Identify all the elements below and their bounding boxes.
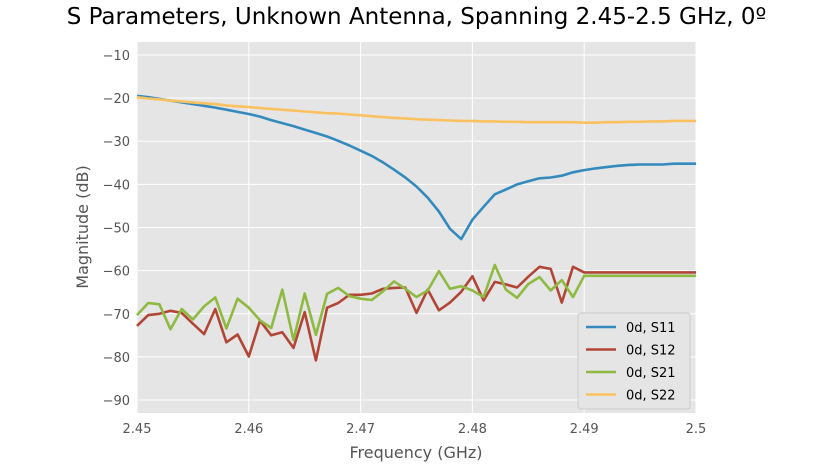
legend-label: 0d, S11 <box>626 321 676 336</box>
grid-lines <box>136 42 697 413</box>
x-tick-label: 2.45 <box>123 422 152 437</box>
y-tick-label: −40 <box>103 178 130 193</box>
series-lines <box>136 94 696 362</box>
y-tick-label: −60 <box>103 265 130 280</box>
y-tick-label: −20 <box>103 92 130 107</box>
y-tick-label: −10 <box>103 49 130 64</box>
y-tick-label: −50 <box>103 222 130 237</box>
x-axis-label: Frequency (GHz) <box>349 443 482 462</box>
x-tick-label: 2.5 <box>686 422 707 437</box>
series-line <box>136 263 696 342</box>
legend: 0d, S11 0d, S12 0d, S21 0d, S22 <box>577 312 691 410</box>
y-tick-label: −80 <box>103 351 130 366</box>
legend-label: 0d, S21 <box>626 366 676 381</box>
x-tick-label: 2.49 <box>570 422 599 437</box>
x-tick-label: 2.46 <box>234 422 263 437</box>
x-tick-label: 2.47 <box>346 422 375 437</box>
legend-label: 0d, S12 <box>626 344 676 359</box>
x-axis-ticks: 2.45 2.46 2.47 2.48 2.49 2.5 <box>123 422 707 437</box>
x-tick-label: 2.48 <box>458 422 487 437</box>
y-tick-label: −90 <box>103 394 130 409</box>
y-tick-label: −30 <box>103 135 130 150</box>
series-line <box>136 265 696 362</box>
legend-box <box>577 312 691 410</box>
y-axis-label: Magnitude (dB) <box>73 165 92 288</box>
legend-label: 0d, S22 <box>626 389 676 404</box>
series-line <box>136 95 696 124</box>
series-line <box>136 94 696 241</box>
chart-title: S Parameters, Unknown Antenna, Spanning … <box>66 4 767 30</box>
y-tick-label: −70 <box>103 308 130 323</box>
y-axis-ticks: −10 −20 −30 −40 −50 −60 −70 −80 −90 <box>103 49 130 409</box>
